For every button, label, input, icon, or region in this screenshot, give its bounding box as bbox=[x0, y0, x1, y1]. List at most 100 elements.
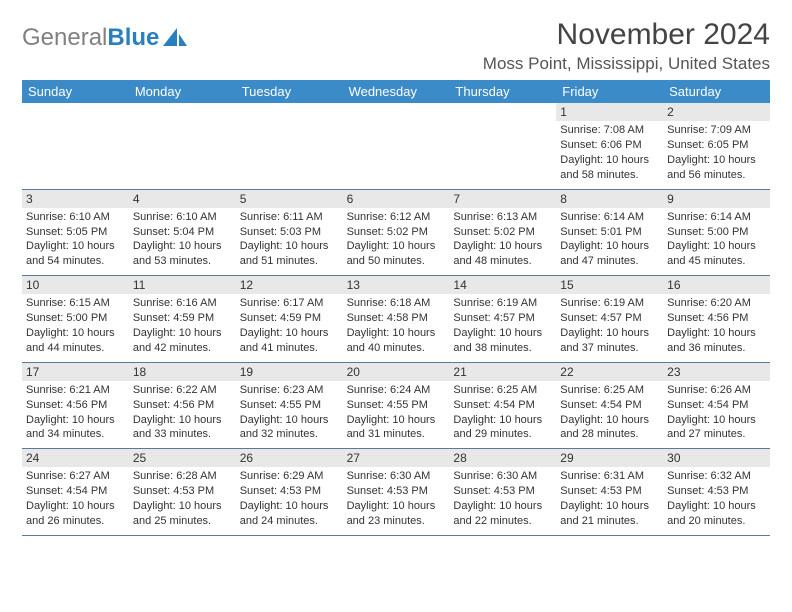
day-number: 8 bbox=[556, 190, 663, 208]
sunset-text: Sunset: 4:53 PM bbox=[560, 484, 659, 499]
sunrise-text: Sunrise: 6:25 AM bbox=[560, 383, 659, 398]
daylight-text: Daylight: 10 hours and 44 minutes. bbox=[26, 326, 125, 356]
day-cell bbox=[129, 103, 236, 189]
sunset-text: Sunset: 4:54 PM bbox=[26, 484, 125, 499]
daylight-text: Daylight: 10 hours and 53 minutes. bbox=[133, 239, 232, 269]
day-number: 16 bbox=[663, 276, 770, 294]
sunset-text: Sunset: 4:56 PM bbox=[667, 311, 766, 326]
day-number: 9 bbox=[663, 190, 770, 208]
sunset-text: Sunset: 5:00 PM bbox=[26, 311, 125, 326]
day-cell: 14Sunrise: 6:19 AMSunset: 4:57 PMDayligh… bbox=[449, 276, 556, 362]
day-cell: 25Sunrise: 6:28 AMSunset: 4:53 PMDayligh… bbox=[129, 449, 236, 535]
month-title: November 2024 bbox=[483, 18, 770, 52]
sunrise-text: Sunrise: 6:10 AM bbox=[26, 210, 125, 225]
sunset-text: Sunset: 6:05 PM bbox=[667, 138, 766, 153]
daylight-text: Daylight: 10 hours and 41 minutes. bbox=[240, 326, 339, 356]
day-cell: 16Sunrise: 6:20 AMSunset: 4:56 PMDayligh… bbox=[663, 276, 770, 362]
sunset-text: Sunset: 4:57 PM bbox=[560, 311, 659, 326]
sunrise-text: Sunrise: 6:10 AM bbox=[133, 210, 232, 225]
day-number: 7 bbox=[449, 190, 556, 208]
day-number: 30 bbox=[663, 449, 770, 467]
daylight-text: Daylight: 10 hours and 34 minutes. bbox=[26, 413, 125, 443]
weeks-container: 1Sunrise: 7:08 AMSunset: 6:06 PMDaylight… bbox=[22, 103, 770, 536]
sunset-text: Sunset: 5:05 PM bbox=[26, 225, 125, 240]
sunrise-text: Sunrise: 6:30 AM bbox=[453, 469, 552, 484]
day-cell: 28Sunrise: 6:30 AMSunset: 4:53 PMDayligh… bbox=[449, 449, 556, 535]
day-cell: 8Sunrise: 6:14 AMSunset: 5:01 PMDaylight… bbox=[556, 190, 663, 276]
sunset-text: Sunset: 4:54 PM bbox=[560, 398, 659, 413]
sunrise-text: Sunrise: 6:12 AM bbox=[347, 210, 446, 225]
day-number: 13 bbox=[343, 276, 450, 294]
calendar: SundayMondayTuesdayWednesdayThursdayFrid… bbox=[22, 80, 770, 536]
sunrise-text: Sunrise: 6:17 AM bbox=[240, 296, 339, 311]
day-cell: 2Sunrise: 7:09 AMSunset: 6:05 PMDaylight… bbox=[663, 103, 770, 189]
day-cell bbox=[449, 103, 556, 189]
day-number: 22 bbox=[556, 363, 663, 381]
weekday-header: SundayMondayTuesdayWednesdayThursdayFrid… bbox=[22, 80, 770, 103]
sunrise-text: Sunrise: 6:28 AM bbox=[133, 469, 232, 484]
daylight-text: Daylight: 10 hours and 29 minutes. bbox=[453, 413, 552, 443]
sunset-text: Sunset: 4:54 PM bbox=[667, 398, 766, 413]
day-cell: 6 Sunrise: 6:12 AMSunset: 5:02 PMDaylight… bbox=[343, 190, 450, 276]
weekday-tuesday: Tuesday bbox=[236, 80, 343, 103]
daylight-text: Daylight: 10 hours and 26 minutes. bbox=[26, 499, 125, 529]
daylight-text: Daylight: 10 hours and 24 minutes. bbox=[240, 499, 339, 529]
day-cell: 9Sunrise: 6:14 AMSunset: 5:00 PMDaylight… bbox=[663, 190, 770, 276]
daylight-text: Daylight: 10 hours and 51 minutes. bbox=[240, 239, 339, 269]
sunset-text: Sunset: 4:58 PM bbox=[347, 311, 446, 326]
sunset-text: Sunset: 4:54 PM bbox=[453, 398, 552, 413]
day-cell: 10Sunrise: 6:15 AMSunset: 5:00 PMDayligh… bbox=[22, 276, 129, 362]
day-cell: 19Sunrise: 6:23 AMSunset: 4:55 PMDayligh… bbox=[236, 363, 343, 449]
weekday-sunday: Sunday bbox=[22, 80, 129, 103]
daylight-text: Daylight: 10 hours and 33 minutes. bbox=[133, 413, 232, 443]
day-cell: 7Sunrise: 6:13 AMSunset: 5:02 PMDaylight… bbox=[449, 190, 556, 276]
day-cell: 5Sunrise: 6:11 AMSunset: 5:03 PMDaylight… bbox=[236, 190, 343, 276]
weekday-monday: Monday bbox=[129, 80, 236, 103]
daylight-text: Daylight: 10 hours and 27 minutes. bbox=[667, 413, 766, 443]
sunrise-text: Sunrise: 6:25 AM bbox=[453, 383, 552, 398]
daylight-text: Daylight: 10 hours and 50 minutes. bbox=[347, 239, 446, 269]
sunset-text: Sunset: 4:55 PM bbox=[240, 398, 339, 413]
daylight-text: Daylight: 10 hours and 31 minutes. bbox=[347, 413, 446, 443]
brand-part2: Blue bbox=[107, 26, 159, 50]
daylight-text: Daylight: 10 hours and 54 minutes. bbox=[26, 239, 125, 269]
day-cell bbox=[22, 103, 129, 189]
sunrise-text: Sunrise: 7:08 AM bbox=[560, 123, 659, 138]
sunset-text: Sunset: 6:06 PM bbox=[560, 138, 659, 153]
location: Moss Point, Mississippi, United States bbox=[483, 54, 770, 74]
daylight-text: Daylight: 10 hours and 56 minutes. bbox=[667, 153, 766, 183]
week-row: 24Sunrise: 6:27 AMSunset: 4:54 PMDayligh… bbox=[22, 449, 770, 536]
day-cell: 26Sunrise: 6:29 AMSunset: 4:53 PMDayligh… bbox=[236, 449, 343, 535]
sunset-text: Sunset: 4:53 PM bbox=[667, 484, 766, 499]
daylight-text: Daylight: 10 hours and 23 minutes. bbox=[347, 499, 446, 529]
daylight-text: Daylight: 10 hours and 36 minutes. bbox=[667, 326, 766, 356]
day-number: 6 bbox=[343, 190, 450, 208]
day-number: 11 bbox=[129, 276, 236, 294]
sunset-text: Sunset: 5:02 PM bbox=[453, 225, 552, 240]
daylight-text: Daylight: 10 hours and 28 minutes. bbox=[560, 413, 659, 443]
day-cell: 22 Sunrise: 6:25 AMSunset: 4:54 PMDayligh… bbox=[556, 363, 663, 449]
daylight-text: Daylight: 10 hours and 22 minutes. bbox=[453, 499, 552, 529]
day-cell: 30Sunrise: 6:32 AMSunset: 4:53 PMDayligh… bbox=[663, 449, 770, 535]
day-cell bbox=[343, 103, 450, 189]
brand-logo: GeneralBlue bbox=[22, 18, 189, 50]
sunset-text: Sunset: 4:55 PM bbox=[347, 398, 446, 413]
sunrise-text: Sunrise: 6:32 AM bbox=[667, 469, 766, 484]
week-row: 17Sunrise: 6:21 AMSunset: 4:56 PMDayligh… bbox=[22, 363, 770, 450]
sunrise-text: Sunrise: 6:19 AM bbox=[560, 296, 659, 311]
day-number: 26 bbox=[236, 449, 343, 467]
day-number: 25 bbox=[129, 449, 236, 467]
daylight-text: Daylight: 10 hours and 58 minutes. bbox=[560, 153, 659, 183]
day-cell: 21Sunrise: 6:25 AMSunset: 4:54 PMDayligh… bbox=[449, 363, 556, 449]
sunrise-text: Sunrise: 6:14 AM bbox=[667, 210, 766, 225]
sunrise-text: Sunrise: 6:30 AM bbox=[347, 469, 446, 484]
sunset-text: Sunset: 5:00 PM bbox=[667, 225, 766, 240]
sunrise-text: Sunrise: 6:31 AM bbox=[560, 469, 659, 484]
sunset-text: Sunset: 5:02 PM bbox=[347, 225, 446, 240]
sunset-text: Sunset: 5:04 PM bbox=[133, 225, 232, 240]
day-number: 18 bbox=[129, 363, 236, 381]
sunset-text: Sunset: 4:53 PM bbox=[453, 484, 552, 499]
week-row: 1Sunrise: 7:08 AMSunset: 6:06 PMDaylight… bbox=[22, 103, 770, 190]
brand-part1: General bbox=[22, 26, 107, 50]
sunrise-text: Sunrise: 6:23 AM bbox=[240, 383, 339, 398]
